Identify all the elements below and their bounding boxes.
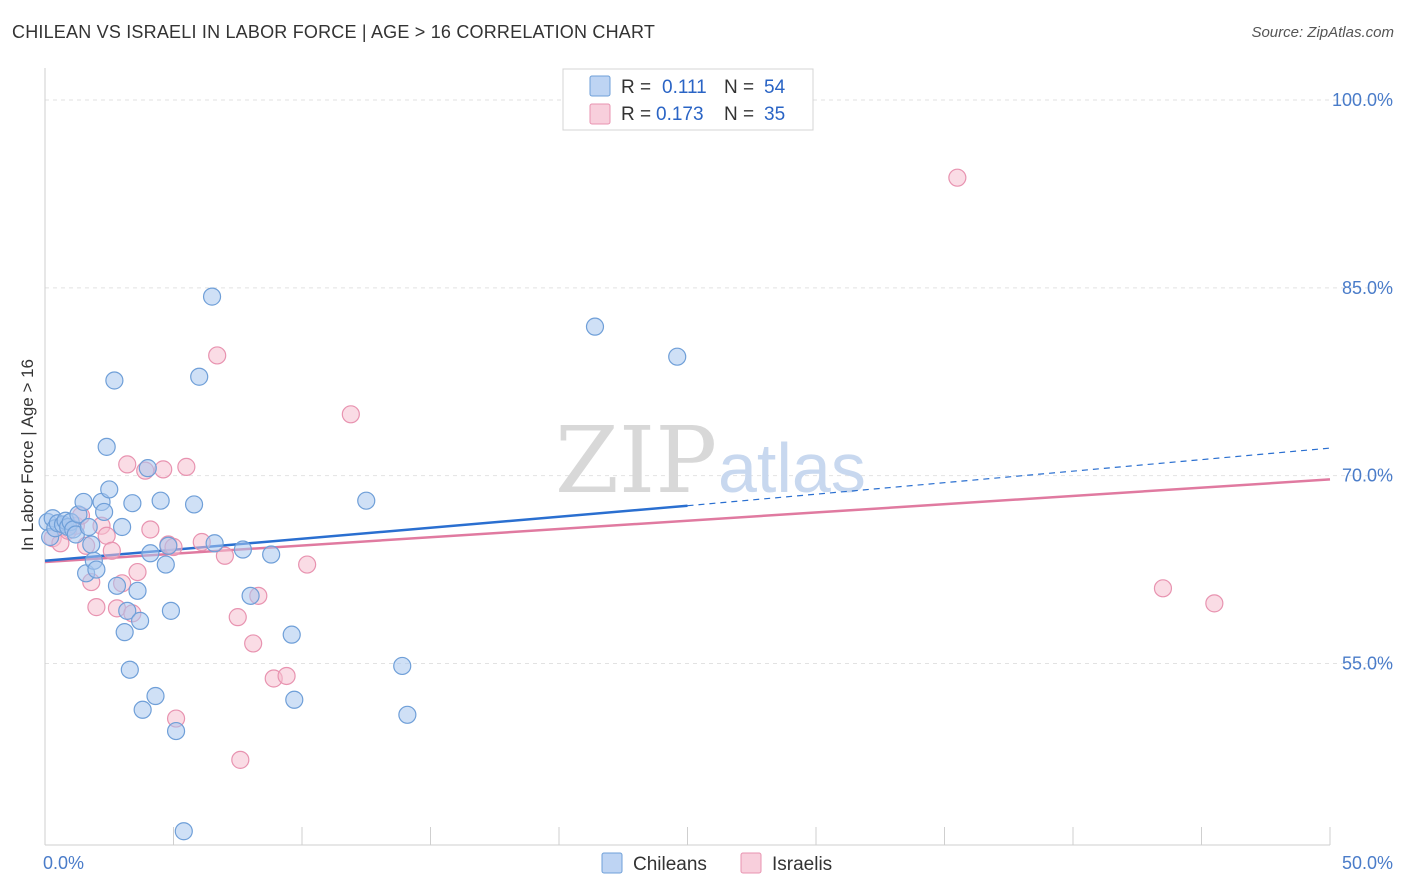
chileans-point-23 xyxy=(107,576,127,595)
chileans-point-33 xyxy=(141,544,160,563)
chileans-point-47 xyxy=(262,545,281,564)
legend-r-value-chileans: 0.111 xyxy=(662,77,707,98)
chileans-point-34 xyxy=(146,686,165,706)
israelis-point-30 xyxy=(277,666,296,686)
chileans-point-36 xyxy=(156,555,175,574)
israelis-point-9 xyxy=(97,526,116,545)
israelis-point-10 xyxy=(102,541,121,560)
chileans-point-12 xyxy=(74,492,93,512)
israelis-point-36 xyxy=(231,750,250,769)
chileans-point-51 xyxy=(393,656,412,676)
series-legend-swatch-chileans xyxy=(601,852,623,874)
legend-r-label-israelis: R = xyxy=(621,104,651,125)
series-legend-israelis: Israelis xyxy=(772,854,832,875)
legend-r-label-chileans: R = xyxy=(621,77,651,98)
israelis-point-32 xyxy=(341,405,360,424)
chileans-point-24 xyxy=(112,517,132,537)
chileans-point-17 xyxy=(87,560,106,579)
x-tick-label-1: 50.0% xyxy=(1342,853,1393,873)
chileans-point-35 xyxy=(151,491,170,510)
israelis-point-25 xyxy=(215,546,234,565)
chileans-point-41 xyxy=(184,495,204,514)
chileans-point-39 xyxy=(166,721,186,741)
legend-swatch-chileans xyxy=(589,75,611,97)
axes xyxy=(44,68,1331,846)
watermark-zip: ZIP xyxy=(555,407,717,514)
legend-r-value-israelis: 0.173 xyxy=(656,104,704,125)
israelis-point-26 xyxy=(228,608,247,627)
chileans-point-48 xyxy=(282,625,301,644)
chileans-point-26 xyxy=(118,601,137,620)
y-tick-label-2: 85.0% xyxy=(1342,278,1393,298)
chileans-point-22 xyxy=(105,371,124,390)
chileans-point-14 xyxy=(79,517,98,537)
trend-line-chileans-extension xyxy=(687,447,1331,507)
trend-line-israelis xyxy=(44,478,1331,564)
israelis-point-15 xyxy=(128,562,147,582)
chileans-point-40 xyxy=(174,822,193,841)
chileans-point-27 xyxy=(120,660,139,679)
israelis-point-7 xyxy=(87,598,106,617)
israelis-point-27 xyxy=(244,634,263,653)
israelis-point-24 xyxy=(208,346,227,365)
chileans-point-20 xyxy=(97,437,116,456)
chileans-point-31 xyxy=(133,700,152,719)
chileans-point-19 xyxy=(95,502,114,522)
israelis-point-33 xyxy=(948,168,967,187)
legend-n-value-israelis: 35 xyxy=(764,104,785,125)
legend-n-label-chileans: N = xyxy=(724,77,754,98)
chileans-point-28 xyxy=(123,494,142,513)
chileans-point-44 xyxy=(205,534,224,553)
chileans-point-53 xyxy=(585,317,605,336)
israelis-point-22 xyxy=(177,457,196,476)
y-tick-label-0: 55.0% xyxy=(1342,653,1393,673)
chileans-point-30 xyxy=(130,611,150,630)
series-legend: Chileans Israelis xyxy=(601,852,832,875)
chileans-point-50 xyxy=(357,491,376,510)
israelis-point-31 xyxy=(298,555,317,574)
watermark-atlas: atlas xyxy=(718,429,866,507)
chileans-point-38 xyxy=(161,601,181,620)
chileans-point-21 xyxy=(100,480,119,499)
chileans-point-25 xyxy=(115,623,134,642)
chileans-point-43 xyxy=(202,287,222,306)
chileans-point-15 xyxy=(82,535,101,554)
y-tick-label-3: 100.0% xyxy=(1332,90,1393,110)
y-tick-labels: 55.0% 70.0% 85.0% 100.0% xyxy=(1332,90,1393,673)
correlation-legend: R = 0.111 N = 54 R = 0.173 N = 35 xyxy=(562,68,814,131)
chileans-point-37 xyxy=(159,536,178,555)
israelis-point-13 xyxy=(118,455,137,474)
watermark: ZIP atlas xyxy=(555,407,866,514)
chileans-point-32 xyxy=(138,459,157,478)
legend-n-label-israelis: N = xyxy=(724,104,754,125)
chileans-point-29 xyxy=(128,581,147,600)
chileans-point-52 xyxy=(398,705,417,724)
chileans-points xyxy=(38,287,687,841)
chileans-point-49 xyxy=(285,690,304,709)
israelis-point-18 xyxy=(154,460,173,479)
chart-title: CHILEAN VS ISRAELI IN LABOR FORCE | AGE … xyxy=(12,22,656,42)
series-legend-chileans: Chileans xyxy=(633,854,707,875)
y-tick-label-1: 70.0% xyxy=(1342,466,1393,486)
israelis-point-35 xyxy=(1205,594,1224,613)
israelis-point-34 xyxy=(1153,579,1173,598)
source-credit: Source: ZipAtlas.com xyxy=(1251,24,1394,41)
chileans-point-45 xyxy=(233,540,252,559)
chileans-point-46 xyxy=(241,586,260,605)
x-tick-label-0: 0.0% xyxy=(43,853,84,873)
chileans-point-42 xyxy=(190,367,209,386)
x-tick-labels: 0.0% 50.0% xyxy=(43,853,1393,873)
legend-n-value-chileans: 54 xyxy=(764,77,786,98)
series-legend-swatch-israelis xyxy=(740,852,762,874)
gridlines xyxy=(45,99,1392,664)
chileans-point-54 xyxy=(668,347,687,366)
legend-swatch-israelis xyxy=(589,103,611,125)
israelis-point-17 xyxy=(141,520,160,539)
